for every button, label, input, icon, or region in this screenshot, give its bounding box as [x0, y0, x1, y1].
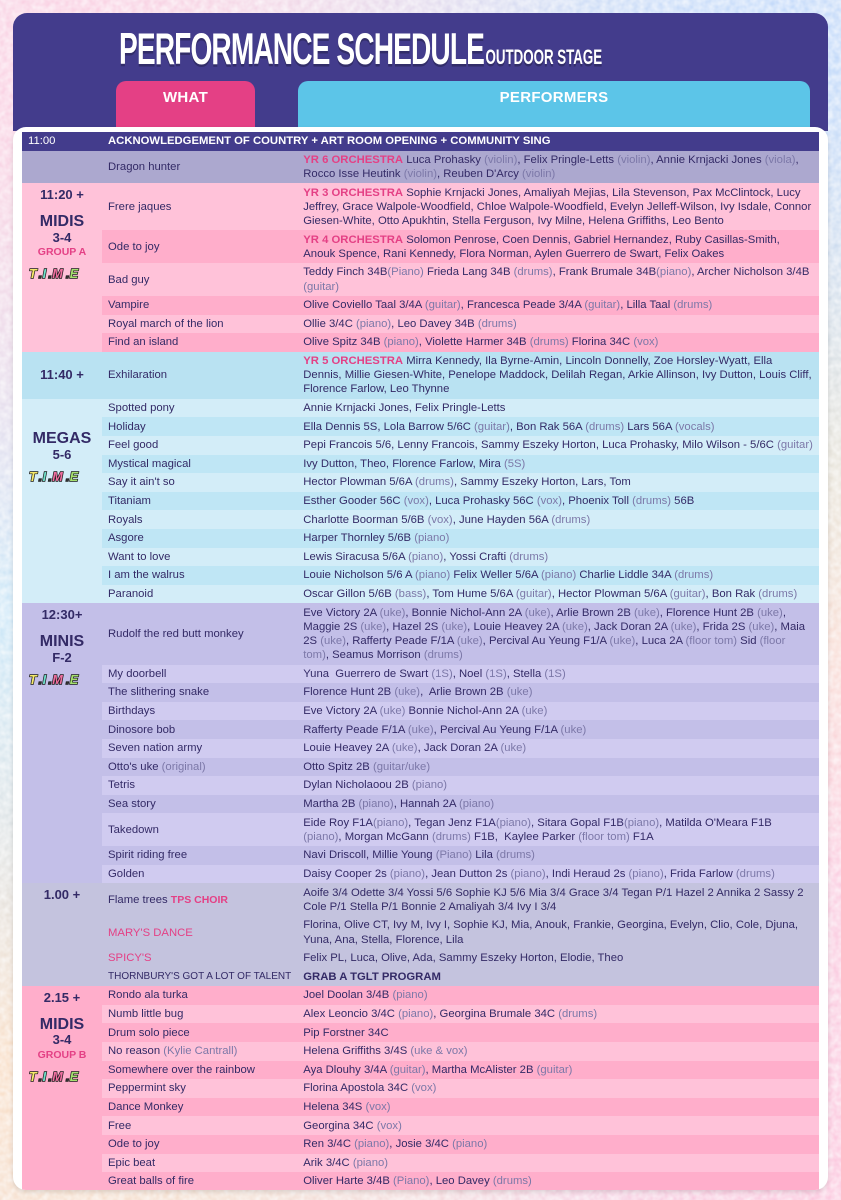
svg-text:T: T	[29, 267, 38, 281]
svg-text:.: .	[48, 470, 52, 484]
svg-text:T: T	[29, 470, 38, 484]
svg-text:.: .	[66, 267, 70, 281]
svg-text:.: .	[39, 673, 43, 687]
svg-text:T: T	[29, 1070, 38, 1084]
svg-text:.: .	[48, 1070, 52, 1084]
svg-text:M: M	[52, 470, 63, 484]
svg-text:.: .	[48, 267, 52, 281]
svg-text:M: M	[52, 1070, 63, 1084]
svg-text:.: .	[48, 673, 52, 687]
svg-text:M: M	[52, 267, 63, 281]
svg-text:.: .	[66, 470, 70, 484]
svg-text:E: E	[70, 470, 79, 484]
svg-text:I: I	[43, 470, 47, 484]
svg-text:E: E	[70, 1070, 79, 1084]
svg-text:.: .	[66, 673, 70, 687]
svg-text:.: .	[39, 1070, 43, 1084]
svg-text:E: E	[70, 267, 79, 281]
svg-text:.: .	[39, 470, 43, 484]
svg-text:M: M	[52, 673, 63, 687]
svg-text:T: T	[29, 673, 38, 687]
svg-text:.: .	[39, 267, 43, 281]
svg-text:I: I	[43, 267, 47, 281]
svg-text:.: .	[66, 1070, 70, 1084]
svg-text:E: E	[70, 673, 79, 687]
svg-text:I: I	[43, 1070, 47, 1084]
svg-text:I: I	[43, 673, 47, 687]
